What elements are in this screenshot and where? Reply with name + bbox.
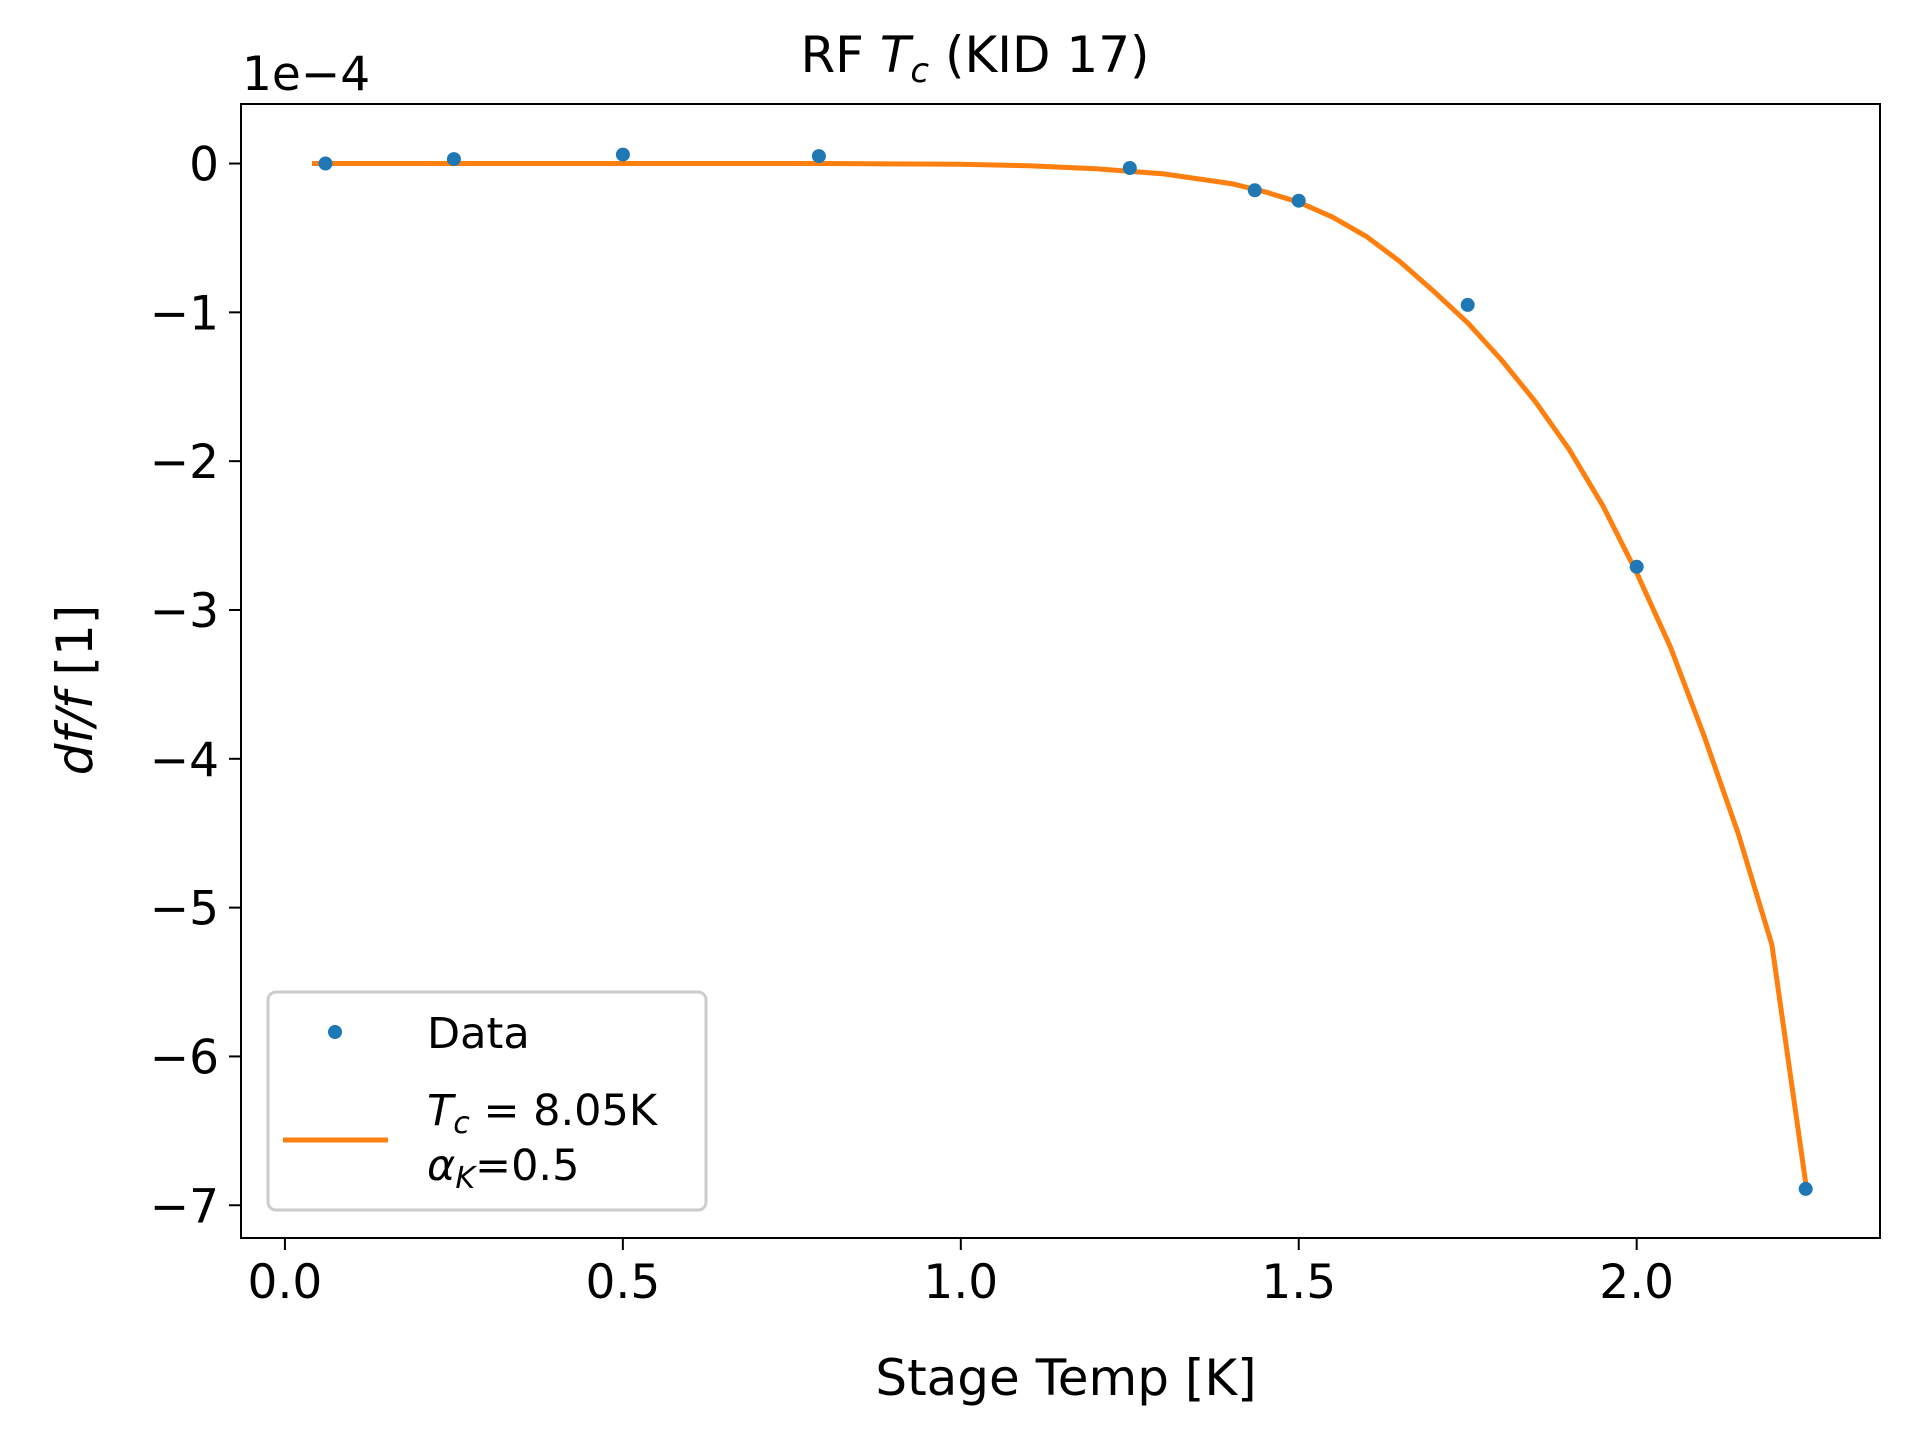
x-axis: 0.0 0.5 1.0 1.5 2.0	[248, 1238, 1674, 1310]
data-point	[1122, 161, 1137, 175]
x-tick-label: 0.5	[585, 1255, 660, 1310]
y-tick-label: −4	[150, 733, 219, 788]
legend: Data Tc = 8.05K αK=0.5	[266, 990, 708, 1212]
data-point	[1460, 297, 1475, 312]
y-scale-label: 1e−4	[242, 47, 370, 102]
data-point	[615, 147, 630, 162]
data-point	[1291, 193, 1306, 208]
y-tick-label: −1	[150, 286, 219, 341]
legend-box	[266, 990, 708, 1212]
x-tick-label: 2.0	[1599, 1255, 1674, 1310]
legend-data-label: Data	[427, 1009, 530, 1059]
legend-fit-label-line2: αK=0.5	[427, 1141, 579, 1196]
data-point	[1247, 183, 1262, 198]
y-tick-label: 0	[189, 138, 219, 193]
y-tick-label: −7	[150, 1179, 219, 1234]
data-point	[811, 149, 826, 164]
legend-fit-label-line1: Tc = 8.05K	[427, 1086, 659, 1141]
fit-curve	[312, 161, 1809, 1184]
x-tick-label: 1.5	[1261, 1255, 1336, 1310]
data-point	[446, 152, 461, 167]
x-tick-label: 0.0	[248, 1255, 323, 1310]
legend-data-marker	[328, 1025, 342, 1039]
y-tick-label: −2	[150, 435, 219, 490]
chart-title: RF Tc (KID 17)	[800, 26, 1149, 91]
data-point	[318, 156, 333, 171]
data-points	[318, 147, 1813, 1196]
data-point	[1798, 1181, 1813, 1196]
y-tick-label: −6	[150, 1030, 219, 1085]
data-point	[1629, 559, 1644, 574]
fit-line	[312, 161, 1809, 1184]
y-axis: 0 −1 −2 −3 −4 −5 −6 −7	[150, 138, 241, 1234]
y-tick-label: −3	[150, 584, 219, 639]
plot-frame	[240, 103, 1881, 1239]
x-axis-title: Stage Temp [K]	[875, 1349, 1256, 1407]
x-tick-label: 1.0	[923, 1255, 998, 1310]
y-tick-label: −5	[150, 882, 219, 937]
y-axis-title: df/f [1]	[46, 605, 104, 776]
